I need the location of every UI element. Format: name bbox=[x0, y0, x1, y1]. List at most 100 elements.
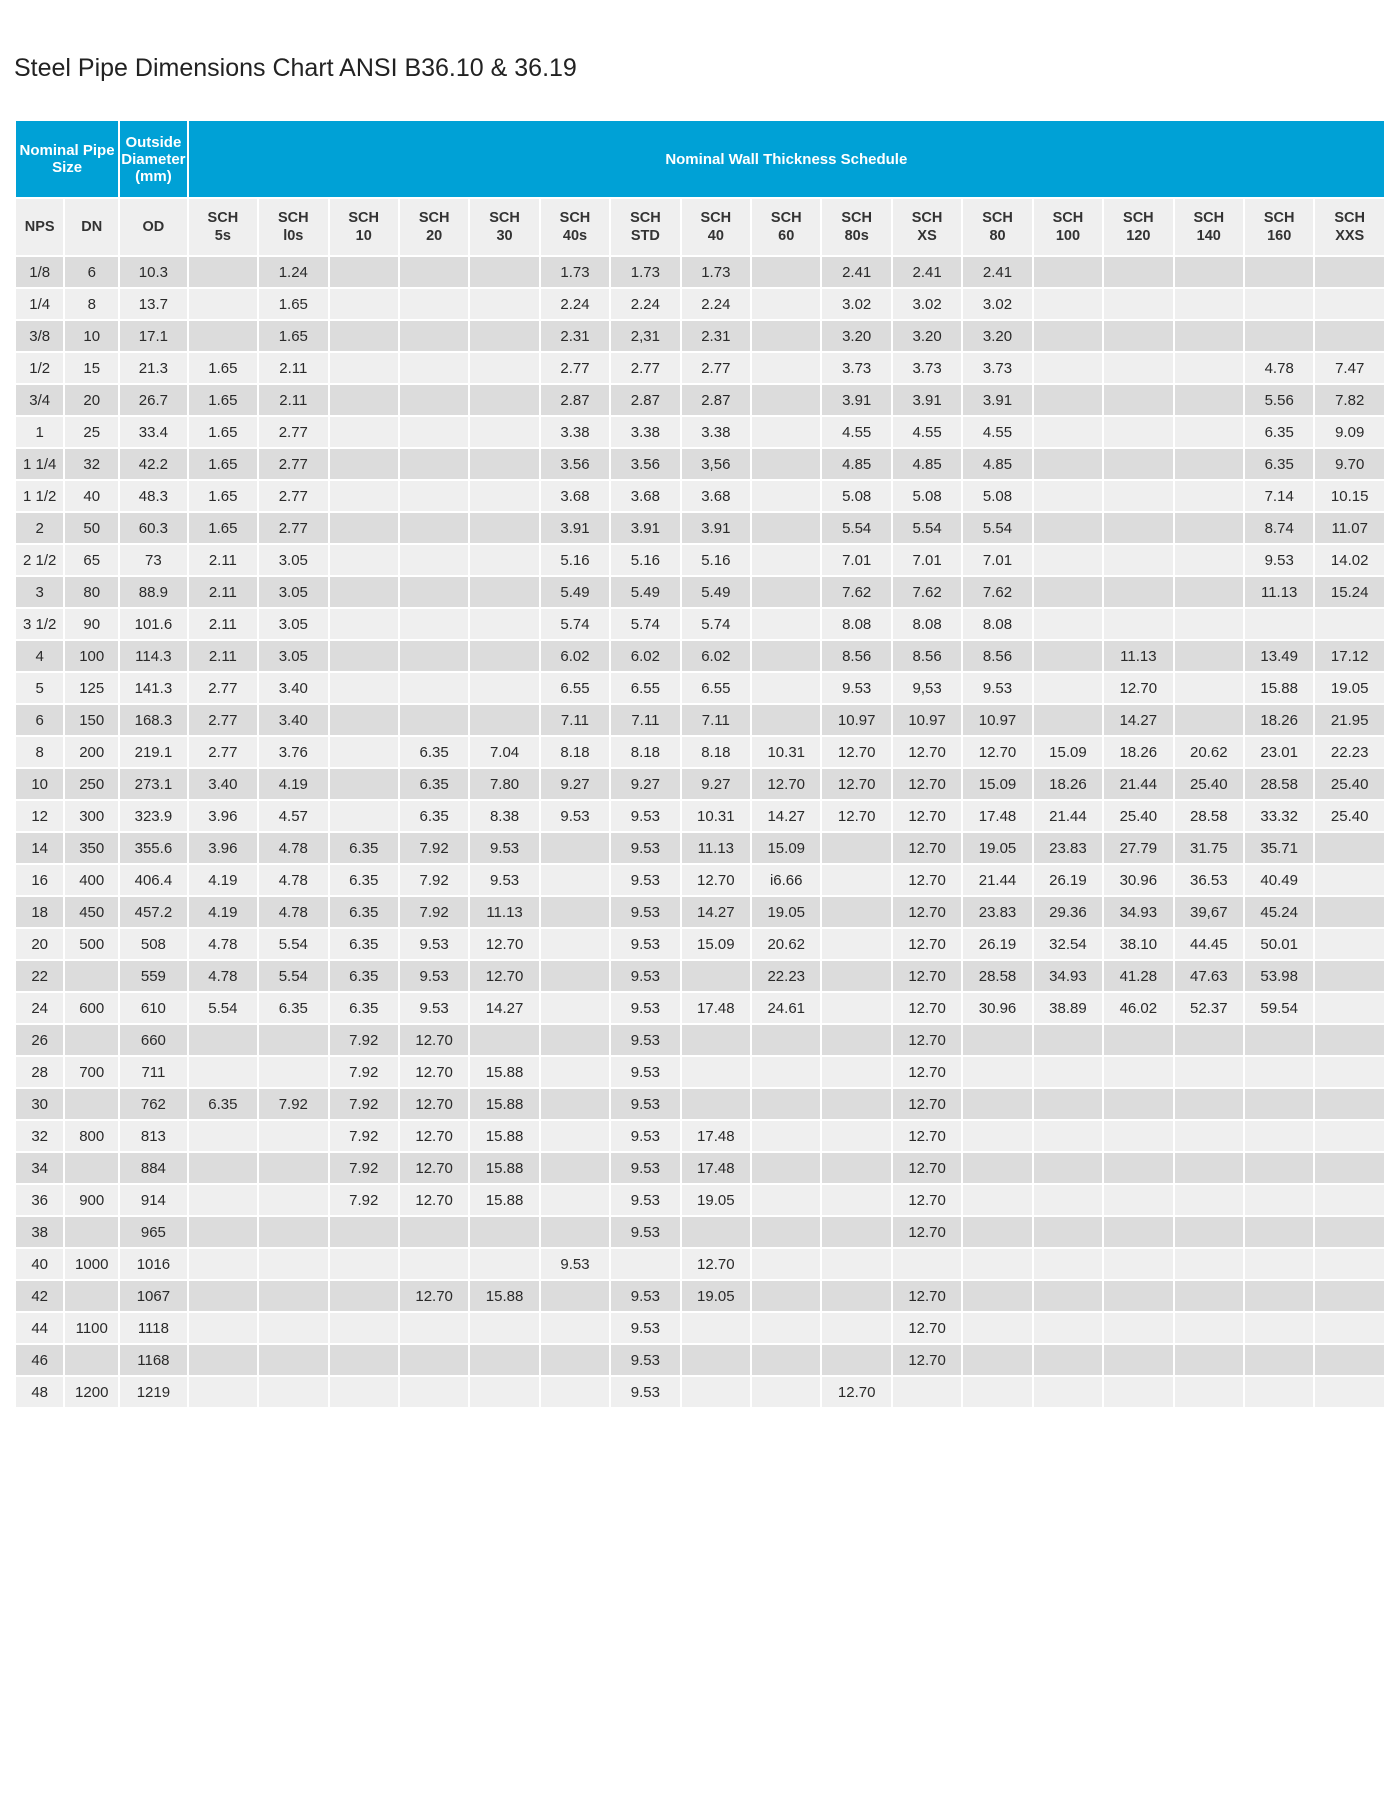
table-cell: 12.70 bbox=[399, 1088, 469, 1120]
table-cell: 15.09 bbox=[681, 928, 751, 960]
table-cell bbox=[751, 1376, 821, 1408]
table-cell bbox=[751, 352, 821, 384]
table-cell: 11.13 bbox=[1244, 576, 1314, 608]
table-cell bbox=[681, 1216, 751, 1248]
table-cell bbox=[821, 1152, 891, 1184]
table-cell: 5 bbox=[15, 672, 64, 704]
table-cell: 762 bbox=[119, 1088, 188, 1120]
table-cell: 1.73 bbox=[610, 256, 680, 288]
table-cell: 18.26 bbox=[1033, 768, 1103, 800]
table-cell: 6.35 bbox=[399, 800, 469, 832]
table-cell: 28.58 bbox=[1174, 800, 1244, 832]
table-cell: 3.02 bbox=[962, 288, 1032, 320]
table-cell bbox=[962, 1120, 1032, 1152]
table-cell: 7.62 bbox=[892, 576, 962, 608]
table-cell: 3.91 bbox=[610, 512, 680, 544]
table-cell bbox=[1033, 448, 1103, 480]
table-cell bbox=[329, 416, 399, 448]
table-cell: 10.31 bbox=[751, 736, 821, 768]
table-cell bbox=[821, 832, 891, 864]
table-cell bbox=[1103, 1024, 1173, 1056]
table-cell: 4.19 bbox=[258, 768, 328, 800]
table-cell bbox=[469, 448, 539, 480]
table-cell bbox=[399, 704, 469, 736]
table-cell bbox=[1103, 1344, 1173, 1376]
table-cell: 25.40 bbox=[1314, 800, 1385, 832]
table-cell bbox=[1033, 576, 1103, 608]
table-cell: 114.3 bbox=[119, 640, 188, 672]
table-cell bbox=[1033, 256, 1103, 288]
table-cell bbox=[962, 1248, 1032, 1280]
table-cell bbox=[1174, 1248, 1244, 1280]
table-cell: 30 bbox=[15, 1088, 64, 1120]
table-cell: 273.1 bbox=[119, 768, 188, 800]
table-cell: 3.56 bbox=[610, 448, 680, 480]
table-cell: 700 bbox=[64, 1056, 119, 1088]
table-cell: 5.54 bbox=[188, 992, 258, 1024]
table-cell bbox=[1033, 512, 1103, 544]
table-cell bbox=[1314, 896, 1385, 928]
table-cell bbox=[399, 352, 469, 384]
table-cell: 6.35 bbox=[329, 928, 399, 960]
table-cell: 34.93 bbox=[1103, 896, 1173, 928]
table-cell: 9.53 bbox=[821, 672, 891, 704]
table-cell bbox=[821, 1024, 891, 1056]
table-cell bbox=[329, 1280, 399, 1312]
table-row: 10250273.13.404.196.357.809.279.279.2712… bbox=[15, 768, 1385, 800]
table-cell bbox=[540, 1056, 610, 1088]
table-cell bbox=[1174, 416, 1244, 448]
table-cell: 3 1/2 bbox=[15, 608, 64, 640]
table-cell bbox=[329, 288, 399, 320]
table-cell: 12.70 bbox=[399, 1056, 469, 1088]
table-cell: 6 bbox=[15, 704, 64, 736]
table-cell: 5.54 bbox=[962, 512, 1032, 544]
table-cell: 9.53 bbox=[610, 1120, 680, 1152]
table-cell: 5.49 bbox=[681, 576, 751, 608]
table-cell: 33.4 bbox=[119, 416, 188, 448]
table-cell: 9.53 bbox=[610, 1216, 680, 1248]
table-cell: 1.65 bbox=[188, 416, 258, 448]
table-cell bbox=[329, 1216, 399, 1248]
table-cell: 9.53 bbox=[399, 992, 469, 1024]
table-cell: 34 bbox=[15, 1152, 64, 1184]
table-cell: 20 bbox=[15, 928, 64, 960]
table-cell bbox=[1103, 1120, 1173, 1152]
table-cell: 2.77 bbox=[610, 352, 680, 384]
table-cell bbox=[469, 1376, 539, 1408]
table-cell: 4.55 bbox=[962, 416, 1032, 448]
table-cell: 3 bbox=[15, 576, 64, 608]
table-cell: 12.70 bbox=[399, 1280, 469, 1312]
table-row: 1 1/24048.31.652.773.683.683.685.085.085… bbox=[15, 480, 1385, 512]
table-cell bbox=[1103, 320, 1173, 352]
table-cell bbox=[188, 1024, 258, 1056]
table-cell bbox=[1244, 1184, 1314, 1216]
table-cell: 17.48 bbox=[681, 992, 751, 1024]
table-cell: 15.88 bbox=[469, 1120, 539, 1152]
table-cell: 19.05 bbox=[681, 1184, 751, 1216]
table-cell: 10.15 bbox=[1314, 480, 1385, 512]
table-cell: 2.87 bbox=[681, 384, 751, 416]
table-cell bbox=[1103, 352, 1173, 384]
table-cell: 7.62 bbox=[962, 576, 1032, 608]
table-cell bbox=[751, 1344, 821, 1376]
table-cell bbox=[64, 1088, 119, 1120]
table-cell: 10.3 bbox=[119, 256, 188, 288]
table-cell bbox=[962, 1152, 1032, 1184]
column-header: DN bbox=[64, 198, 119, 256]
table-cell bbox=[821, 960, 891, 992]
table-cell bbox=[1314, 992, 1385, 1024]
column-header: SCH40s bbox=[540, 198, 610, 256]
table-cell bbox=[329, 608, 399, 640]
table-cell: 1.65 bbox=[188, 480, 258, 512]
table-cell: 1/2 bbox=[15, 352, 64, 384]
table-cell: 40 bbox=[64, 480, 119, 512]
table-cell: 22.23 bbox=[751, 960, 821, 992]
table-cell: 5.54 bbox=[892, 512, 962, 544]
table-cell: 65 bbox=[64, 544, 119, 576]
table-cell: 17.48 bbox=[681, 1120, 751, 1152]
table-cell: 80 bbox=[64, 576, 119, 608]
table-cell: 7.92 bbox=[329, 1056, 399, 1088]
table-cell bbox=[751, 1120, 821, 1152]
table-cell: 3.02 bbox=[821, 288, 891, 320]
table-cell bbox=[1103, 288, 1173, 320]
